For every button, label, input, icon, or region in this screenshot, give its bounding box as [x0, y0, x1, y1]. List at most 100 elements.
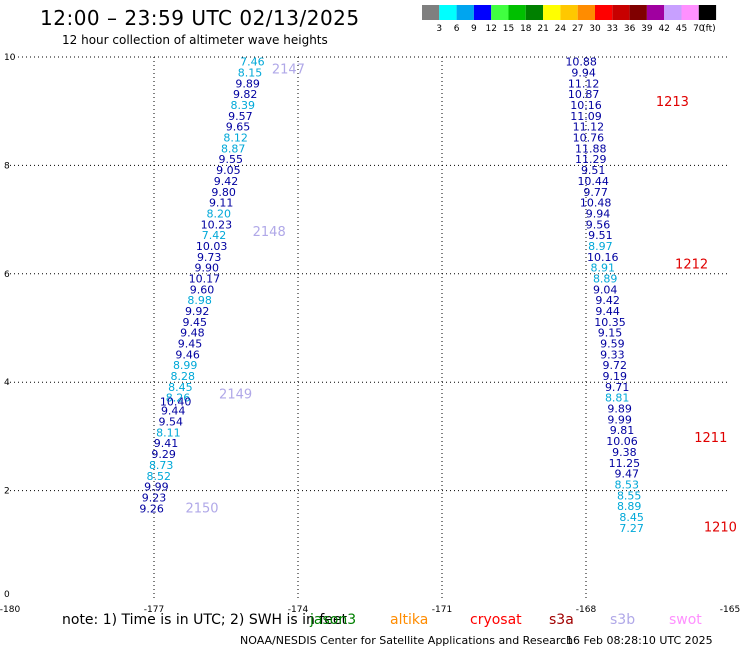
x-tick-label: -168	[576, 605, 597, 615]
wave-height-point: 9.29	[151, 448, 176, 461]
wave-height-point: 9.94	[586, 207, 611, 220]
wave-height-point: 9.45	[183, 316, 208, 329]
wave-height-point: 7.42	[202, 229, 227, 242]
legend-swatch	[560, 5, 578, 20]
wave-height-point: 7.27	[619, 522, 644, 535]
legend-swatch	[698, 5, 717, 20]
wave-height-point: 9.71	[605, 381, 630, 394]
legend-tick-label: 3	[436, 24, 442, 34]
wave-height-point: 9.44	[161, 405, 186, 418]
legend-sat-cryosat: cryosat	[470, 612, 522, 628]
wave-height-point: 9.81	[610, 424, 635, 437]
wave-height-point: 10.06	[606, 435, 638, 448]
wave-height-point: 9.59	[600, 338, 625, 351]
wave-height-point: 9.57	[228, 110, 253, 123]
wave-height-point: 9.45	[178, 338, 203, 351]
wave-height-point: 9.19	[603, 370, 628, 383]
wave-height-point: 9.47	[615, 468, 640, 481]
wave-height-point: 9.11	[209, 197, 234, 210]
legend-tick-label: 42	[658, 24, 669, 34]
legend-swatch	[525, 5, 544, 20]
legend-tick-label: 45	[676, 24, 687, 34]
x-tick-label: -174	[288, 605, 309, 615]
legend-swatch	[543, 5, 561, 20]
wave-height-point: 8.28	[171, 370, 196, 383]
wave-height-point: 8.55	[617, 489, 642, 502]
wave-height-point: 10.87	[568, 88, 600, 101]
legend-swatch	[595, 5, 613, 20]
wave-height-point: 9.54	[159, 416, 184, 429]
wave-height-point: 9.42	[595, 294, 620, 307]
y-tick-label: 8	[4, 161, 10, 171]
wave-height-point: 9.90	[195, 262, 220, 275]
pass-time-label: 1211	[694, 431, 727, 446]
wave-height-point: 7.46	[240, 56, 265, 69]
wave-height-point: 9.80	[211, 186, 236, 199]
x-tick-label: -171	[432, 605, 452, 615]
legend-swatch	[664, 5, 682, 20]
wave-height-point: 8.45	[168, 381, 193, 394]
wave-height-point: 9.73	[197, 251, 222, 264]
wave-height-point: 9.41	[154, 437, 179, 450]
wave-height-point: 9.56	[586, 218, 611, 231]
wave-height-point: 10.40	[160, 396, 192, 409]
x-tick-label: -180	[0, 605, 20, 615]
wave-height-point: 9.89	[607, 403, 632, 416]
legend-swatch	[422, 5, 440, 20]
legend-tick-label: 30	[589, 24, 601, 34]
pass-time-label: 2148	[253, 225, 286, 240]
legend-tick-label: 33	[607, 24, 618, 34]
x-tick-label: -165	[720, 605, 740, 615]
wave-height-point: 11.88	[575, 142, 607, 155]
wave-height-point: 9.42	[214, 175, 239, 188]
wave-height-point: 9.38	[612, 446, 637, 459]
legend-sat-altika: altika	[390, 612, 429, 628]
legend-unit-label: (ft)	[702, 24, 716, 34]
wave-height-point: 9.51	[581, 164, 606, 177]
wave-height-point: 9.44	[595, 305, 620, 318]
wave-height-point: 8.97	[588, 240, 613, 253]
wave-height-point: 8.45	[619, 511, 644, 524]
page-subtitle: 12 hour collection of altimeter wave hei…	[62, 33, 328, 47]
pass-time-label: 2150	[185, 501, 218, 516]
wave-height-point: 8.98	[187, 294, 212, 307]
wave-height-point: 11.12	[573, 121, 605, 134]
wave-height-point: 11.25	[609, 457, 641, 470]
y-tick-label: 0	[4, 590, 10, 600]
y-tick-label: 10	[4, 53, 16, 63]
wave-height-point: 8.89	[617, 500, 642, 513]
wave-height-point: 10.16	[587, 251, 619, 264]
page-title: 12:00 – 23:59 UTC 02/13/2025	[40, 6, 360, 30]
legend-swatch	[439, 5, 457, 20]
legend-tick-label: 70	[693, 24, 705, 34]
wave-height-point: 8.91	[591, 262, 616, 275]
wave-height-point: 9.46	[175, 348, 200, 361]
legend-swatch	[646, 5, 665, 20]
wave-height-point: 8.12	[223, 132, 248, 145]
wave-height-point: 11.09	[570, 110, 602, 123]
wave-height-point: 9.77	[583, 186, 608, 199]
wave-height-point: 11.12	[568, 77, 600, 90]
wave-height-point: 8.89	[593, 272, 618, 285]
credit-text: NOAA/NESDIS Center for Satellite Applica…	[240, 634, 574, 647]
wave-height-point: 9.99	[144, 481, 169, 494]
wave-height-point: 10.44	[577, 175, 609, 188]
wave-height-point: 9.92	[185, 305, 210, 318]
wave-height-point: 9.23	[142, 491, 167, 504]
wave-height-point: 9.48	[180, 327, 205, 340]
legend-sat-s3a: s3a	[549, 612, 574, 628]
wave-height-point: 8.73	[149, 459, 174, 472]
legend-tick-label: 6	[454, 24, 460, 34]
wave-height-point: 8.99	[173, 359, 198, 372]
wave-height-point: 9.99	[607, 413, 632, 426]
legend-swatch	[577, 5, 595, 20]
legend-swatch	[612, 5, 630, 20]
y-tick-label: 2	[4, 487, 10, 497]
legend-tick-label: 39	[641, 24, 653, 34]
pass-time-label: 2147	[272, 62, 305, 77]
wave-height-point: 8.20	[207, 207, 232, 220]
wave-height-point: 8.26	[166, 392, 191, 405]
wave-height-point: 9.15	[598, 327, 623, 340]
y-tick-label: 4	[4, 378, 10, 388]
